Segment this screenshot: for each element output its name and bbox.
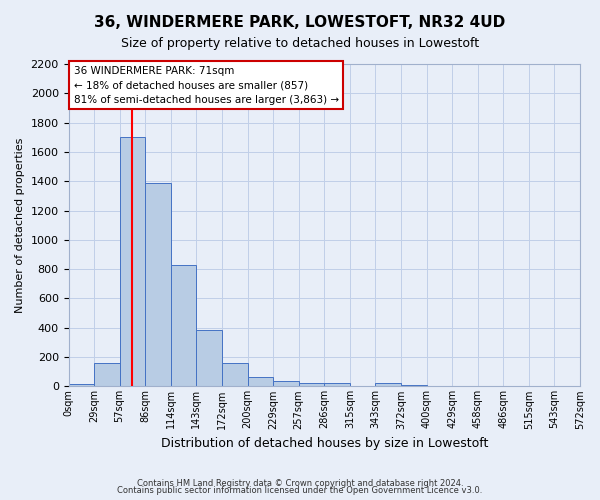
X-axis label: Distribution of detached houses by size in Lowestoft: Distribution of detached houses by size … (161, 437, 488, 450)
Bar (94, 363, 119, 386)
Text: Contains HM Land Registry data © Crown copyright and database right 2024.: Contains HM Land Registry data © Crown c… (137, 478, 463, 488)
Bar (248, 377, 273, 386)
Bar (119, 138, 145, 386)
Bar (401, 385, 427, 386)
Bar (273, 382, 299, 386)
Bar (145, 182, 171, 386)
Bar (171, 265, 196, 386)
Text: Size of property relative to detached houses in Lowestoft: Size of property relative to detached ho… (121, 38, 479, 51)
Bar (299, 382, 324, 386)
Bar (222, 363, 248, 386)
Text: Contains public sector information licensed under the Open Government Licence v3: Contains public sector information licen… (118, 486, 482, 495)
Text: 36, WINDERMERE PARK, LOWESTOFT, NR32 4UD: 36, WINDERMERE PARK, LOWESTOFT, NR32 4UD (94, 15, 506, 30)
Bar (324, 382, 350, 386)
Text: 36 WINDERMERE PARK: 71sqm
← 18% of detached houses are smaller (857)
81% of semi: 36 WINDERMERE PARK: 71sqm ← 18% of detac… (74, 66, 339, 105)
Bar (196, 330, 222, 386)
Bar (376, 384, 401, 386)
Y-axis label: Number of detached properties: Number of detached properties (15, 138, 25, 313)
Bar (68, 384, 94, 386)
